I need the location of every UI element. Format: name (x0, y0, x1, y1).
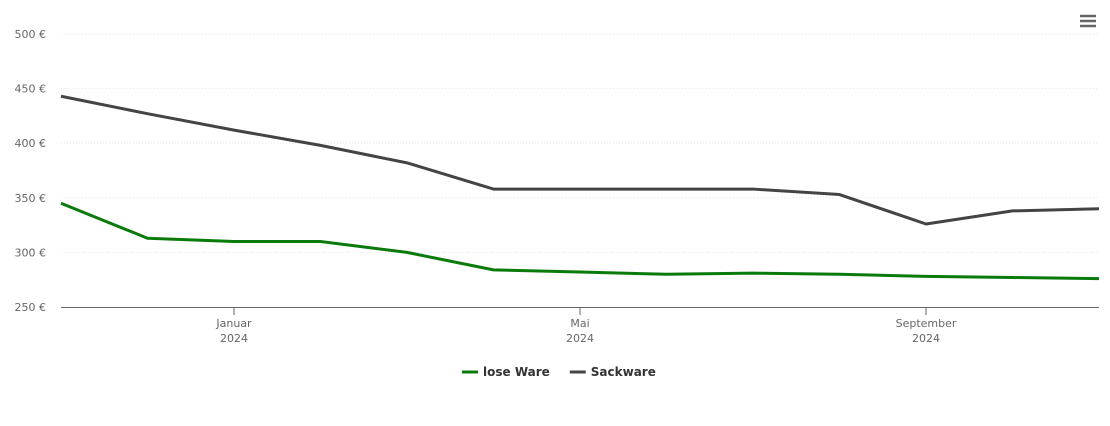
y-tick-label: 250 € (15, 301, 47, 314)
legend-label: lose Ware (483, 365, 550, 379)
series-line (60, 201, 1100, 281)
x-tick-label: Mai (570, 317, 589, 330)
legend-item[interactable]: lose Ware (462, 365, 550, 379)
y-tick-label: 450 € (15, 83, 47, 96)
x-tick-label: 2024 (220, 332, 248, 345)
y-tick-label: 350 € (15, 192, 47, 205)
menu-button[interactable] (1078, 12, 1098, 30)
x-tick-label: Januar (215, 317, 252, 330)
series-line (60, 94, 1100, 226)
legend: lose Ware Sackware (462, 365, 656, 379)
x-tick-label: September (896, 317, 957, 330)
y-tick-label: 300 € (15, 246, 47, 259)
x-tick-label: 2024 (912, 332, 940, 345)
y-tick-label: 400 € (15, 137, 47, 150)
legend-item[interactable]: Sackware (569, 365, 656, 379)
y-tick-label: 500 € (15, 28, 47, 41)
x-tick-label: 2024 (566, 332, 594, 345)
legend-label: Sackware (591, 365, 656, 379)
